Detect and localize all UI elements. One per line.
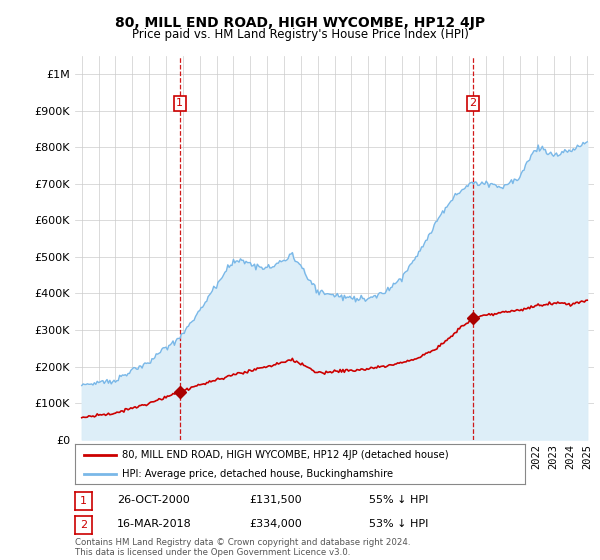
Text: 1: 1 — [176, 99, 184, 109]
Text: 1: 1 — [80, 496, 87, 506]
Text: 80, MILL END ROAD, HIGH WYCOMBE, HP12 4JP: 80, MILL END ROAD, HIGH WYCOMBE, HP12 4J… — [115, 16, 485, 30]
Text: 55% ↓ HPI: 55% ↓ HPI — [369, 494, 428, 505]
Text: £334,000: £334,000 — [249, 519, 302, 529]
Text: HPI: Average price, detached house, Buckinghamshire: HPI: Average price, detached house, Buck… — [122, 469, 394, 479]
Text: Contains HM Land Registry data © Crown copyright and database right 2024.
This d: Contains HM Land Registry data © Crown c… — [75, 538, 410, 557]
Text: 80, MILL END ROAD, HIGH WYCOMBE, HP12 4JP (detached house): 80, MILL END ROAD, HIGH WYCOMBE, HP12 4J… — [122, 450, 449, 460]
Text: 2: 2 — [469, 99, 476, 109]
Text: £131,500: £131,500 — [249, 494, 302, 505]
Text: 26-OCT-2000: 26-OCT-2000 — [117, 494, 190, 505]
Text: 2: 2 — [80, 520, 87, 530]
Text: 16-MAR-2018: 16-MAR-2018 — [117, 519, 192, 529]
Text: Price paid vs. HM Land Registry's House Price Index (HPI): Price paid vs. HM Land Registry's House … — [131, 28, 469, 41]
Text: 53% ↓ HPI: 53% ↓ HPI — [369, 519, 428, 529]
